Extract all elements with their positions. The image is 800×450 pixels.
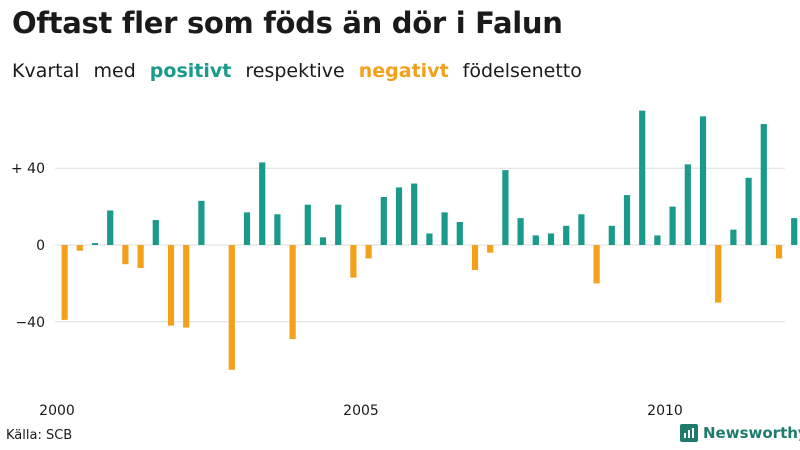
- bar: [563, 225, 570, 245]
- bar: [380, 197, 387, 245]
- bar: [715, 245, 722, 303]
- bar: [167, 245, 175, 326]
- y-tick-label: −40: [15, 315, 45, 331]
- bar: [76, 245, 83, 251]
- bar: [426, 233, 433, 245]
- bar: [517, 218, 524, 245]
- subtitle-negative-word: negativt: [358, 60, 449, 82]
- bar: [259, 162, 266, 245]
- bar: [639, 110, 646, 245]
- bar: [532, 235, 539, 245]
- bar: [274, 214, 281, 245]
- bar: [304, 204, 311, 245]
- bar: [730, 229, 737, 245]
- bar: [183, 245, 190, 328]
- bar: [441, 212, 448, 245]
- bar: [745, 177, 752, 245]
- bar: [350, 245, 357, 278]
- bar: [395, 187, 403, 245]
- subtitle-word: respektive: [245, 60, 345, 82]
- bar: [198, 200, 205, 245]
- bar: [137, 245, 144, 269]
- chart-subtitle: Kvartal med positivt respektive negativt föde…: [12, 60, 596, 82]
- bar: [669, 206, 676, 245]
- bar: [91, 243, 99, 245]
- bar: [228, 245, 235, 370]
- y-tick-label: 0: [36, 238, 45, 254]
- bar: [365, 245, 372, 259]
- subtitle-word: födelsenetto: [462, 60, 582, 82]
- brand-name: Newsworthy: [703, 424, 800, 442]
- bar: [791, 218, 798, 245]
- subtitle-positive-word: positivt: [149, 60, 232, 82]
- bar: [471, 245, 479, 270]
- brand-logo: Newsworthy: [680, 424, 800, 442]
- bar: [775, 245, 783, 259]
- x-tick-label: 2005: [343, 403, 379, 419]
- bar: [107, 210, 114, 245]
- subtitle-word: med: [93, 60, 136, 82]
- bar: [487, 245, 494, 253]
- bar: [578, 214, 585, 245]
- bar: [547, 233, 555, 245]
- bar: [61, 245, 68, 320]
- bar: [243, 212, 251, 245]
- bar: [760, 124, 767, 245]
- bar: [502, 170, 509, 245]
- bar: [623, 195, 631, 245]
- x-tick-label: 2010: [647, 403, 683, 419]
- y-tick-label: + 40: [11, 161, 45, 177]
- bar: [593, 245, 600, 284]
- chart-title: Oftast fler som föds än dör i Falun: [12, 6, 563, 40]
- bar: [319, 237, 327, 245]
- bar: [122, 245, 129, 265]
- bar: [289, 245, 296, 340]
- subtitle-word: Kvartal: [12, 60, 80, 82]
- bar: [684, 164, 691, 245]
- x-tick-label: 2000: [39, 403, 75, 419]
- bar: [152, 220, 159, 245]
- bar: [411, 183, 418, 245]
- bar: [456, 221, 463, 245]
- bar: [335, 204, 342, 245]
- bar: [699, 116, 707, 245]
- source-note: Källa: SCB: [6, 428, 73, 443]
- bar-chart-icon: [680, 424, 698, 442]
- bar: [654, 235, 661, 245]
- bar: [608, 225, 615, 245]
